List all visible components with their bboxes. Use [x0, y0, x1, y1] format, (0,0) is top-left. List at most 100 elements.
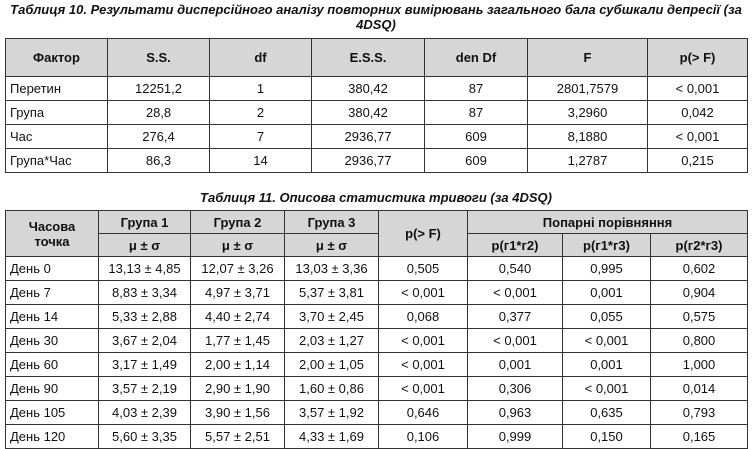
cell: 13,03 ± 3,36: [284, 256, 379, 281]
cell: 7: [209, 124, 312, 149]
cell: 0,635: [562, 400, 651, 425]
cell: Перетин: [5, 76, 108, 101]
table-row: День 7 8,83 ± 3,34 4,97 ± 3,71 5,37 ± 3,…: [5, 280, 749, 305]
cell: 2936,77: [311, 148, 425, 173]
header-time-point: Часова точка: [5, 210, 99, 257]
cell: 28,8: [107, 100, 210, 125]
cell: 4,03 ± 2,39: [98, 400, 191, 425]
cell: 0,793: [649, 400, 749, 425]
table-row: День 30 3,67 ± 2,04 1,77 ± 1,45 2,03 ± 1…: [5, 328, 749, 353]
table-row: Група 28,8 2 380,42 87 3,2960 0,042: [5, 100, 748, 125]
table-row: День 0 13,13 ± 4,85 12,07 ± 3,26 13,03 ±…: [5, 256, 749, 281]
cell: 0,215: [647, 148, 748, 173]
cell: 3,67 ± 2,04: [98, 328, 191, 353]
anova-table: Фактор S.S. df E.S.S. den Df F p(> F) Пе…: [5, 38, 748, 173]
header-p12: p(г1*г2): [467, 233, 563, 257]
header-mu-sigma: μ ± σ: [284, 233, 379, 257]
cell: < 0,001: [647, 124, 748, 149]
cell: 1: [209, 76, 312, 101]
cell: День 60: [5, 352, 99, 377]
cell: Група*Час: [5, 148, 108, 173]
cell: 276,4: [107, 124, 210, 149]
cell: 380,42: [311, 100, 425, 125]
cell: < 0,001: [467, 280, 563, 305]
header-mu-sigma: μ ± σ: [98, 233, 191, 257]
cell: 0,042: [647, 100, 748, 125]
cell: День 7: [5, 280, 99, 305]
header-group3: Група 3: [284, 210, 379, 234]
cell: 0,800: [649, 328, 749, 353]
cell: 380,42: [311, 76, 425, 101]
header-ss: S.S.: [107, 38, 210, 77]
cell: 3,90 ± 1,56: [190, 400, 285, 425]
cell: 0,001: [467, 352, 563, 377]
table-row: День 14 5,33 ± 2,88 4,40 ± 2,74 3,70 ± 2…: [5, 304, 749, 329]
cell: День 90: [5, 376, 99, 401]
header-pairwise: Попарні порівняння: [466, 210, 749, 234]
cell: < 0,001: [562, 376, 651, 401]
table10-header-row: Фактор S.S. df E.S.S. den Df F p(> F): [5, 38, 748, 77]
header-p23: p(г2*г3): [649, 233, 749, 257]
cell: Час: [5, 124, 108, 149]
cell: 8,83 ± 3,34: [98, 280, 191, 305]
cell: 14: [209, 148, 312, 173]
cell: 0,505: [378, 256, 468, 281]
cell: 0,904: [649, 280, 749, 305]
header-p: p(> F): [647, 38, 748, 77]
cell: 4,40 ± 2,74: [190, 304, 285, 329]
table-row: Перетин 12251,2 1 380,42 87 2801,7579 < …: [5, 76, 748, 101]
table-row: День 105 4,03 ± 2,39 3,90 ± 1,56 3,57 ± …: [5, 400, 749, 425]
header-ess: E.S.S.: [311, 38, 425, 77]
table-row: День 90 3,57 ± 2,19 2,90 ± 1,90 1,60 ± 0…: [5, 376, 749, 401]
cell: 0,001: [562, 280, 651, 305]
cell: 1,000: [649, 352, 749, 377]
header-factor: Фактор: [5, 38, 108, 77]
cell: 1,77 ± 1,45: [190, 328, 285, 353]
cell: < 0,001: [467, 328, 563, 353]
cell: 609: [424, 148, 528, 173]
cell: 3,70 ± 2,45: [284, 304, 379, 329]
cell: 0,068: [378, 304, 468, 329]
header-f: F: [527, 38, 648, 77]
header-mu-sigma: μ ± σ: [190, 233, 285, 257]
cell: 3,57 ± 2,19: [98, 376, 191, 401]
cell: Група: [5, 100, 108, 125]
cell: < 0,001: [647, 76, 748, 101]
cell: 0,377: [467, 304, 563, 329]
cell: 0,575: [649, 304, 749, 329]
cell: 0,995: [562, 256, 651, 281]
table11-header-row-1: Часова точка Група 1 Група 2 Група 3 p(>…: [5, 210, 749, 257]
cell: 5,57 ± 2,51: [190, 424, 285, 449]
cell: 1,60 ± 0,86: [284, 376, 379, 401]
cell: 0,055: [562, 304, 651, 329]
table-row: День 60 3,17 ± 1,49 2,00 ± 1,14 2,00 ± 1…: [5, 352, 749, 377]
cell: 0,540: [467, 256, 563, 281]
cell: 13,13 ± 4,85: [98, 256, 191, 281]
cell: День 0: [5, 256, 99, 281]
cell: 0,602: [649, 256, 749, 281]
cell: 12,07 ± 3,26: [190, 256, 285, 281]
cell: 8,1880: [527, 124, 648, 149]
cell: 5,37 ± 3,81: [284, 280, 379, 305]
cell: < 0,001: [378, 280, 468, 305]
cell: < 0,001: [378, 352, 468, 377]
cell: 3,17 ± 1,49: [98, 352, 191, 377]
cell: 4,97 ± 3,71: [190, 280, 285, 305]
descriptive-stats-table: Часова точка Група 1 Група 2 Група 3 p(>…: [5, 210, 749, 449]
cell: 0,306: [467, 376, 563, 401]
header-df: df: [209, 38, 312, 77]
cell: 5,60 ± 3,35: [98, 424, 191, 449]
cell: День 120: [5, 424, 99, 449]
cell: 86,3: [107, 148, 210, 173]
cell: 2,00 ± 1,05: [284, 352, 379, 377]
cell: 2,00 ± 1,14: [190, 352, 285, 377]
cell: 87: [424, 76, 528, 101]
cell: < 0,001: [562, 328, 651, 353]
cell: 0,001: [562, 352, 651, 377]
table11-header-row-2: μ ± σ μ ± σ μ ± σ p(г1*г2) p(г1*г3) p(г2…: [6, 233, 749, 257]
cell: 2: [209, 100, 312, 125]
cell: 0,646: [378, 400, 468, 425]
cell: 4,33 ± 1,69: [284, 424, 379, 449]
cell: 0,014: [649, 376, 749, 401]
header-group1: Група 1: [98, 210, 191, 234]
